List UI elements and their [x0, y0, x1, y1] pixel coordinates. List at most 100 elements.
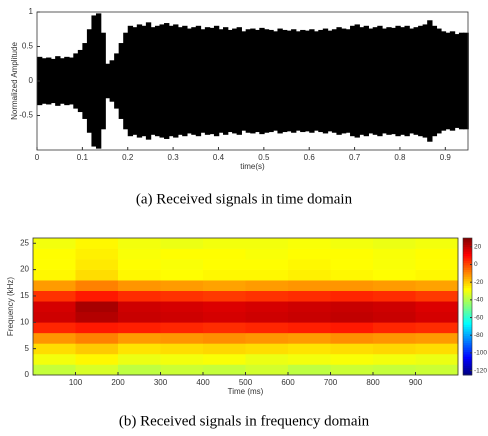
x-tick-label: 300 [154, 378, 168, 387]
heatmap-cell [203, 301, 246, 313]
heatmap-cell [33, 290, 76, 302]
signal-envelope [232, 28, 238, 134]
signal-envelope [105, 63, 111, 99]
heatmap-cell [288, 322, 331, 334]
signal-envelope [46, 57, 52, 105]
colorbar-swatch [463, 272, 472, 275]
colorbar-swatch [463, 347, 472, 351]
heatmap-cell [288, 238, 331, 249]
signal-envelope [295, 31, 301, 131]
colorbar-swatch [463, 283, 472, 287]
heatmap-cell [160, 353, 204, 365]
colorbar-swatch [463, 247, 472, 250]
colorbar-swatch [463, 336, 472, 339]
heatmap-cell [415, 343, 459, 355]
heatmap-cell [330, 343, 374, 355]
colorbar-swatch [463, 304, 472, 307]
heatmap-cell [415, 248, 459, 260]
signal-envelope [259, 27, 265, 135]
signal-envelope [86, 29, 93, 133]
signal-envelope [200, 29, 206, 133]
heatmap-cell [288, 301, 331, 313]
y-tick-label: 20 [20, 265, 29, 274]
colorbar-swatch [463, 331, 472, 335]
signal-envelope [363, 25, 369, 137]
colorbar-swatch [463, 263, 472, 266]
heatmap-cell [330, 248, 374, 260]
colorbar-swatch [463, 279, 472, 282]
colorbar-swatch [463, 329, 472, 333]
signal-envelope [50, 58, 56, 104]
x-tick-label: 0.8 [394, 153, 406, 162]
heatmap-cell [330, 311, 374, 323]
heatmap-cell [373, 248, 416, 260]
caption: (a) Received signals in time domain [136, 191, 353, 207]
heatmap-cell [288, 269, 331, 281]
colorbar-swatch [463, 361, 472, 364]
signal-envelope [55, 56, 61, 106]
heatmap-cell [203, 311, 246, 323]
signal-envelope [322, 28, 329, 134]
heatmap-cell [75, 322, 119, 334]
heatmap-cell [118, 343, 161, 355]
signal-envelope [68, 57, 75, 105]
signal-envelope [182, 25, 188, 137]
signal-envelope [254, 29, 261, 133]
signal-envelope [227, 29, 233, 133]
signal-envelope [59, 58, 66, 104]
x-tick-label: 600 [281, 378, 295, 387]
colorbar-swatch [463, 352, 472, 355]
signal-envelope [463, 32, 469, 130]
x-tick-label: 0 [35, 153, 40, 162]
heatmap-cell [118, 248, 161, 260]
heatmap-cell [33, 343, 76, 355]
colorbar-tick-label: -80 [474, 332, 484, 339]
colorbar-swatch [463, 317, 472, 321]
caption: (b) Received signals in frequency domain [119, 413, 370, 429]
signal-envelope [195, 25, 202, 137]
heatmap-cell [160, 301, 204, 313]
heatmap-cell [160, 364, 204, 376]
heatmap-cell [160, 343, 204, 355]
heatmap-cell [160, 280, 204, 291]
colorbar-swatch [463, 238, 472, 241]
heatmap-cell [373, 353, 416, 365]
signal-envelope [418, 25, 424, 137]
signal-envelope [204, 27, 211, 135]
heatmap-cell [288, 248, 331, 260]
heatmap-cell [160, 238, 204, 249]
heatmap-cell [160, 290, 204, 302]
colorbar-tick-label: -20 [474, 279, 484, 286]
heatmap-cell [330, 301, 374, 313]
heatmap-cell [245, 290, 289, 302]
colorbar-swatch [463, 343, 472, 346]
signal-envelope [399, 27, 406, 135]
colorbar-swatch [463, 251, 472, 255]
colorbar-swatch [463, 322, 472, 326]
heatmap-cell [75, 290, 119, 302]
heatmap-cell [118, 301, 161, 313]
colorbar-swatch [463, 370, 472, 374]
colorbar-swatch [463, 276, 472, 280]
signal-envelope [213, 25, 220, 137]
x-tick-label: 500 [239, 378, 253, 387]
y-tick-label: 15 [20, 291, 29, 300]
heatmap-cell [203, 364, 246, 376]
heatmap-cell [203, 332, 246, 344]
signal-envelope [268, 29, 274, 133]
colorbar-swatch [463, 368, 472, 371]
heatmap-cell [373, 322, 416, 334]
heatmap-cell [288, 280, 331, 291]
colorbar-swatch [463, 301, 472, 305]
signal-envelope [91, 15, 97, 147]
heatmap-cell [330, 364, 374, 376]
colorbar-swatch [463, 281, 472, 285]
signal-envelope [77, 49, 84, 113]
heatmap-cell [160, 311, 204, 323]
x-axis-label: Time (ms) [228, 387, 264, 396]
heatmap-cell [75, 301, 119, 313]
signal-envelope [191, 27, 197, 135]
signal-envelope [136, 24, 143, 138]
signal-envelope [336, 27, 342, 135]
colorbar-swatch [463, 340, 472, 344]
